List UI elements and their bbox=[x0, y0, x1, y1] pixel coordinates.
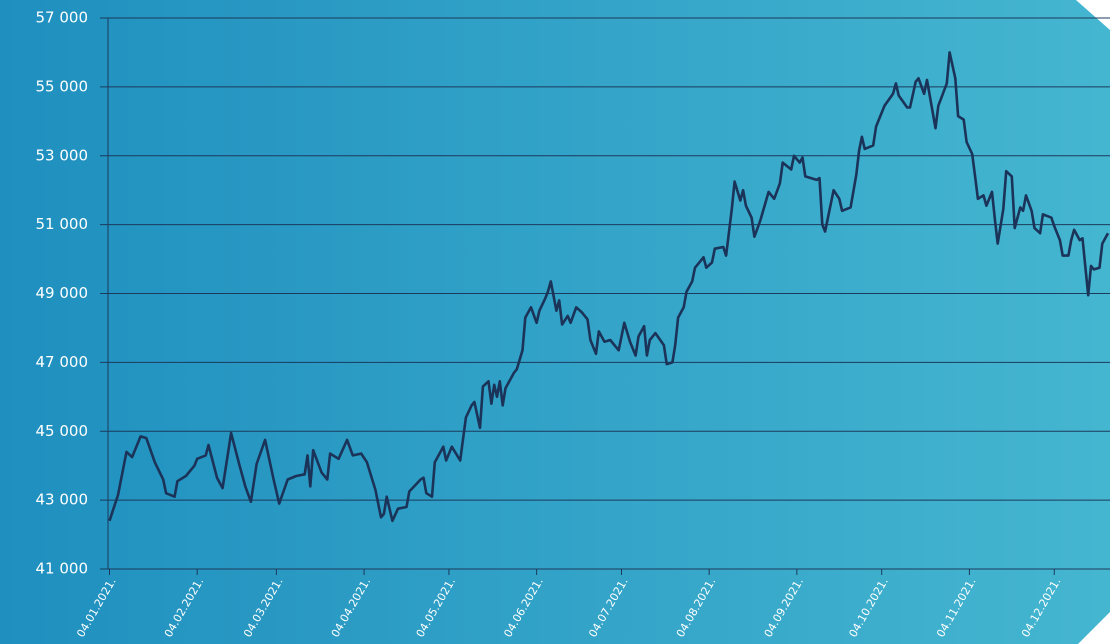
y-tick-label: 45 000 bbox=[36, 422, 89, 440]
y-tick-label: 53 000 bbox=[36, 146, 89, 164]
y-tick-label: 57 000 bbox=[36, 9, 89, 27]
y-tick-label: 55 000 bbox=[36, 77, 89, 95]
y-tick-label: 49 000 bbox=[36, 284, 89, 302]
y-tick-label: 43 000 bbox=[36, 491, 89, 509]
price-line bbox=[108, 51, 1110, 523]
plot bbox=[108, 51, 1110, 523]
y-tick-label: 47 000 bbox=[36, 353, 89, 371]
grid bbox=[100, 17, 1110, 570]
y-tick-label: 41 000 bbox=[36, 560, 89, 578]
y-tick-label: 51 000 bbox=[36, 215, 89, 233]
